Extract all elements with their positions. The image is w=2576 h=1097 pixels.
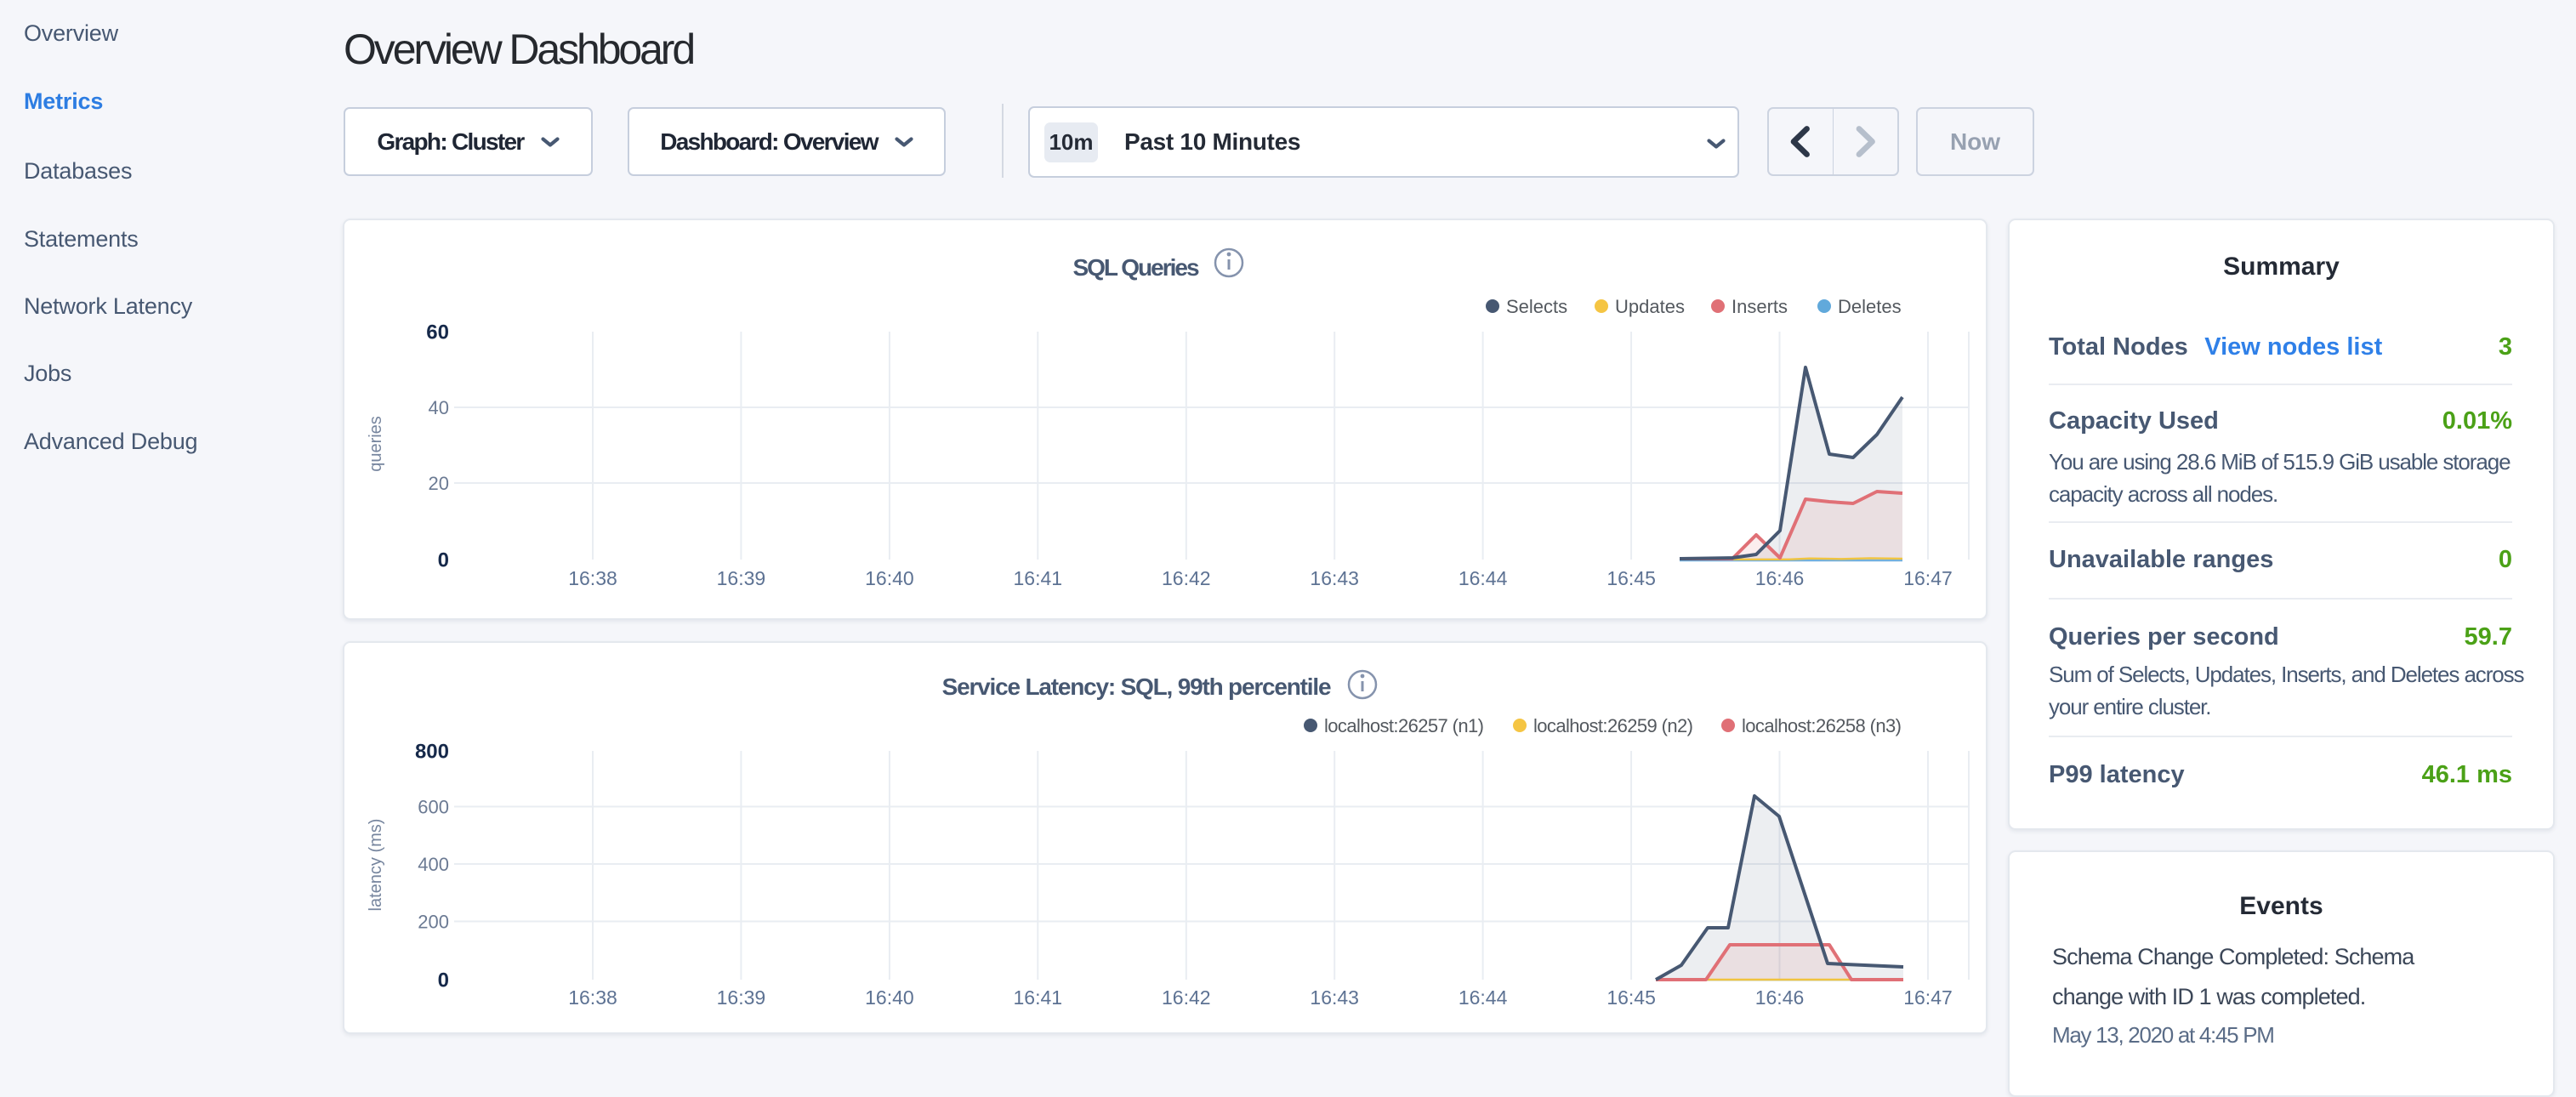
- svg-text:SQL Queries: SQL Queries: [1072, 254, 1199, 281]
- svg-text:16:46: 16:46: [1755, 567, 1805, 589]
- svg-text:0: 0: [438, 969, 449, 992]
- svg-text:16:38: 16:38: [568, 986, 617, 1009]
- svg-text:Service Latency: SQL, 99th per: Service Latency: SQL, 99th percentile: [942, 674, 1331, 700]
- svg-text:16:47: 16:47: [1903, 567, 1953, 589]
- svg-text:localhost:26258 (n3): localhost:26258 (n3): [1742, 715, 1901, 736]
- svg-text:16:40: 16:40: [865, 986, 914, 1009]
- svg-text:16:43: 16:43: [1310, 567, 1359, 589]
- svg-text:0: 0: [438, 549, 449, 572]
- svg-text:40: 40: [429, 397, 449, 418]
- svg-text:localhost:26257 (n1): localhost:26257 (n1): [1324, 715, 1483, 736]
- svg-text:latency (ms): latency (ms): [367, 819, 385, 912]
- svg-text:Selects: Selects: [1506, 296, 1567, 317]
- svg-text:Updates: Updates: [1615, 296, 1685, 317]
- svg-text:16:39: 16:39: [717, 567, 766, 589]
- svg-text:16:45: 16:45: [1606, 567, 1656, 589]
- svg-text:16:46: 16:46: [1755, 986, 1805, 1009]
- svg-text:16:42: 16:42: [1162, 986, 1211, 1009]
- svg-text:Inserts: Inserts: [1732, 296, 1788, 317]
- svg-text:16:47: 16:47: [1903, 986, 1953, 1009]
- svg-text:200: 200: [418, 912, 449, 933]
- svg-text:16:43: 16:43: [1310, 986, 1359, 1009]
- svg-text:16:38: 16:38: [568, 567, 617, 589]
- svg-text:queries: queries: [367, 416, 385, 472]
- svg-text:16:44: 16:44: [1459, 567, 1508, 589]
- svg-text:16:44: 16:44: [1459, 986, 1508, 1009]
- svg-text:16:42: 16:42: [1162, 567, 1211, 589]
- svg-text:localhost:26259 (n2): localhost:26259 (n2): [1533, 715, 1692, 736]
- svg-text:400: 400: [418, 854, 449, 875]
- svg-text:800: 800: [415, 741, 449, 764]
- svg-text:20: 20: [429, 473, 449, 494]
- svg-text:600: 600: [418, 797, 449, 818]
- svg-text:16:41: 16:41: [1014, 986, 1063, 1009]
- svg-text:16:39: 16:39: [717, 986, 766, 1009]
- svg-text:16:41: 16:41: [1014, 567, 1063, 589]
- svg-text:60: 60: [426, 321, 449, 344]
- svg-text:16:40: 16:40: [865, 567, 914, 589]
- svg-text:Deletes: Deletes: [1838, 296, 1902, 317]
- svg-text:16:45: 16:45: [1606, 986, 1656, 1009]
